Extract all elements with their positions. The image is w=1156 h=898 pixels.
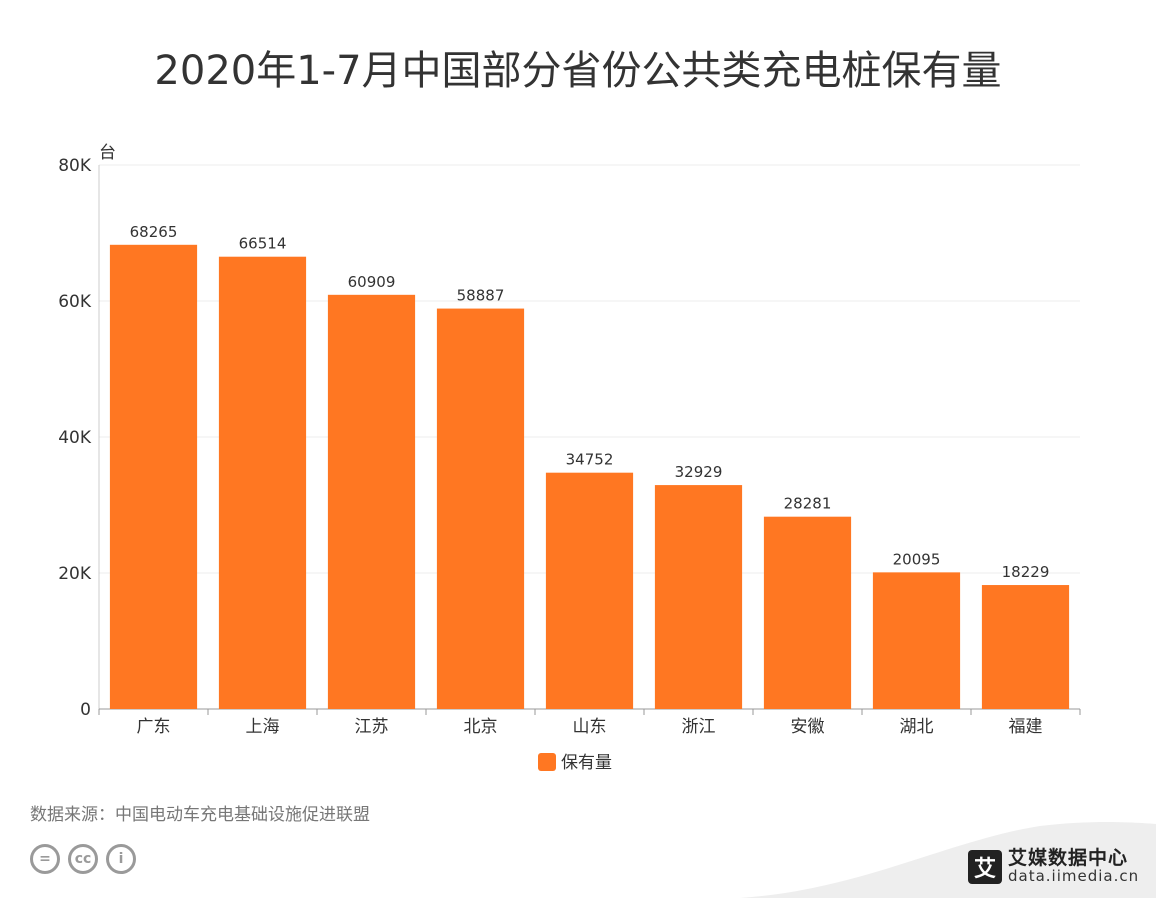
x-tick-label: 广东 [137, 717, 171, 737]
x-tick-label: 安徽 [791, 717, 825, 737]
legend-label: 保有量 [561, 753, 612, 773]
bar [436, 308, 525, 709]
chart-title: 2020年1-7月中国部分省份公共类充电桩保有量 [154, 48, 1002, 94]
data-label: 20095 [893, 550, 941, 568]
bar [763, 516, 852, 709]
legend-swatch [538, 753, 556, 771]
bar [872, 572, 961, 709]
bar [109, 244, 198, 709]
bar [218, 256, 307, 709]
brand-swoosh-shape [740, 822, 1156, 898]
x-tick-label: 上海 [246, 717, 280, 737]
cc-icon: cc [68, 844, 98, 874]
bar [654, 485, 743, 709]
x-tick-label: 湖北 [900, 717, 934, 737]
y-tick-label: 60K [58, 292, 92, 312]
y-tick-label: 40K [58, 428, 92, 448]
data-label: 18229 [1002, 563, 1050, 581]
bar [327, 294, 416, 709]
cc-by-icon: i [106, 844, 136, 874]
data-label: 32929 [675, 463, 723, 481]
y-tick-label: 80K [58, 156, 92, 176]
brand-logo: 艾 艾媒数据中心 data.iimedia.cn [968, 844, 1139, 890]
bar [981, 585, 1070, 709]
x-tick-label: 浙江 [682, 717, 716, 737]
data-label: 66514 [239, 235, 287, 253]
y-axis-label: 台 [99, 143, 116, 163]
y-tick-label: 0 [80, 700, 91, 720]
brand-mark-icon: 艾 [968, 850, 1002, 884]
x-tick-label: 江苏 [355, 717, 389, 737]
cc-nd-icon: = [30, 844, 60, 874]
data-label: 58887 [457, 287, 505, 305]
x-tick-label: 山东 [573, 717, 607, 737]
data-label: 60909 [348, 273, 396, 291]
bar [545, 472, 634, 709]
data-source: 数据来源：中国电动车充电基础设施促进联盟 [30, 805, 370, 825]
x-tick-label: 北京 [464, 717, 498, 737]
y-tick-label: 20K [58, 564, 92, 584]
data-label: 34752 [566, 451, 614, 469]
data-label: 68265 [130, 223, 178, 241]
data-label: 28281 [784, 495, 832, 513]
brand-name: 艾媒数据中心 [1008, 847, 1129, 870]
license-icons: = cc i [30, 844, 136, 874]
x-tick-label: 福建 [1009, 717, 1043, 737]
brand-url: data.iimedia.cn [1008, 867, 1140, 886]
bar-chart: 0 20K 40K 60K 80K 台 68265 广东 66514 上海 60909 江苏 58887… [58, 143, 1081, 773]
